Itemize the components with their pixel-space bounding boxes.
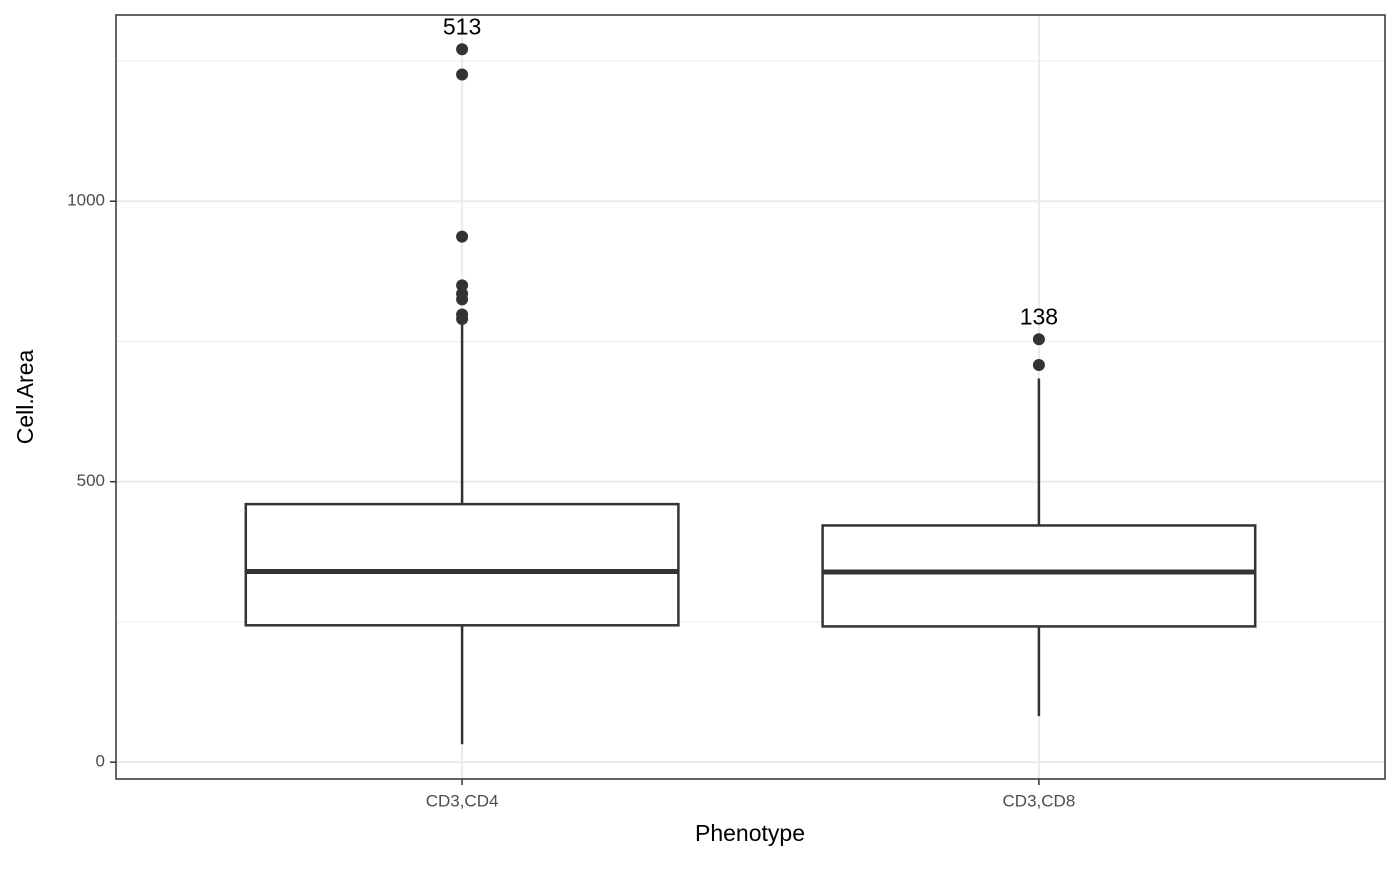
outlier	[456, 293, 469, 306]
outlier-label: 513	[443, 13, 481, 39]
outlier	[456, 230, 469, 243]
outlier	[456, 313, 469, 326]
y-tick-label: 0	[96, 752, 105, 771]
outlier	[1032, 333, 1045, 346]
outlier	[456, 68, 469, 81]
y-axis-title: Cell.Area	[12, 350, 38, 445]
outlier-label: 138	[1020, 303, 1058, 329]
outlier	[456, 43, 469, 56]
y-tick-label: 500	[77, 471, 105, 490]
y-tick-label: 1000	[67, 191, 105, 210]
outlier	[1032, 359, 1045, 372]
x-tick-label: CD3,CD4	[426, 791, 499, 810]
outlier	[456, 279, 469, 292]
x-tick-label: CD3,CD8	[1003, 791, 1076, 810]
panel-border	[115, 14, 1386, 780]
x-axis-title: Phenotype	[695, 820, 805, 846]
box	[244, 502, 680, 627]
box	[821, 524, 1257, 628]
